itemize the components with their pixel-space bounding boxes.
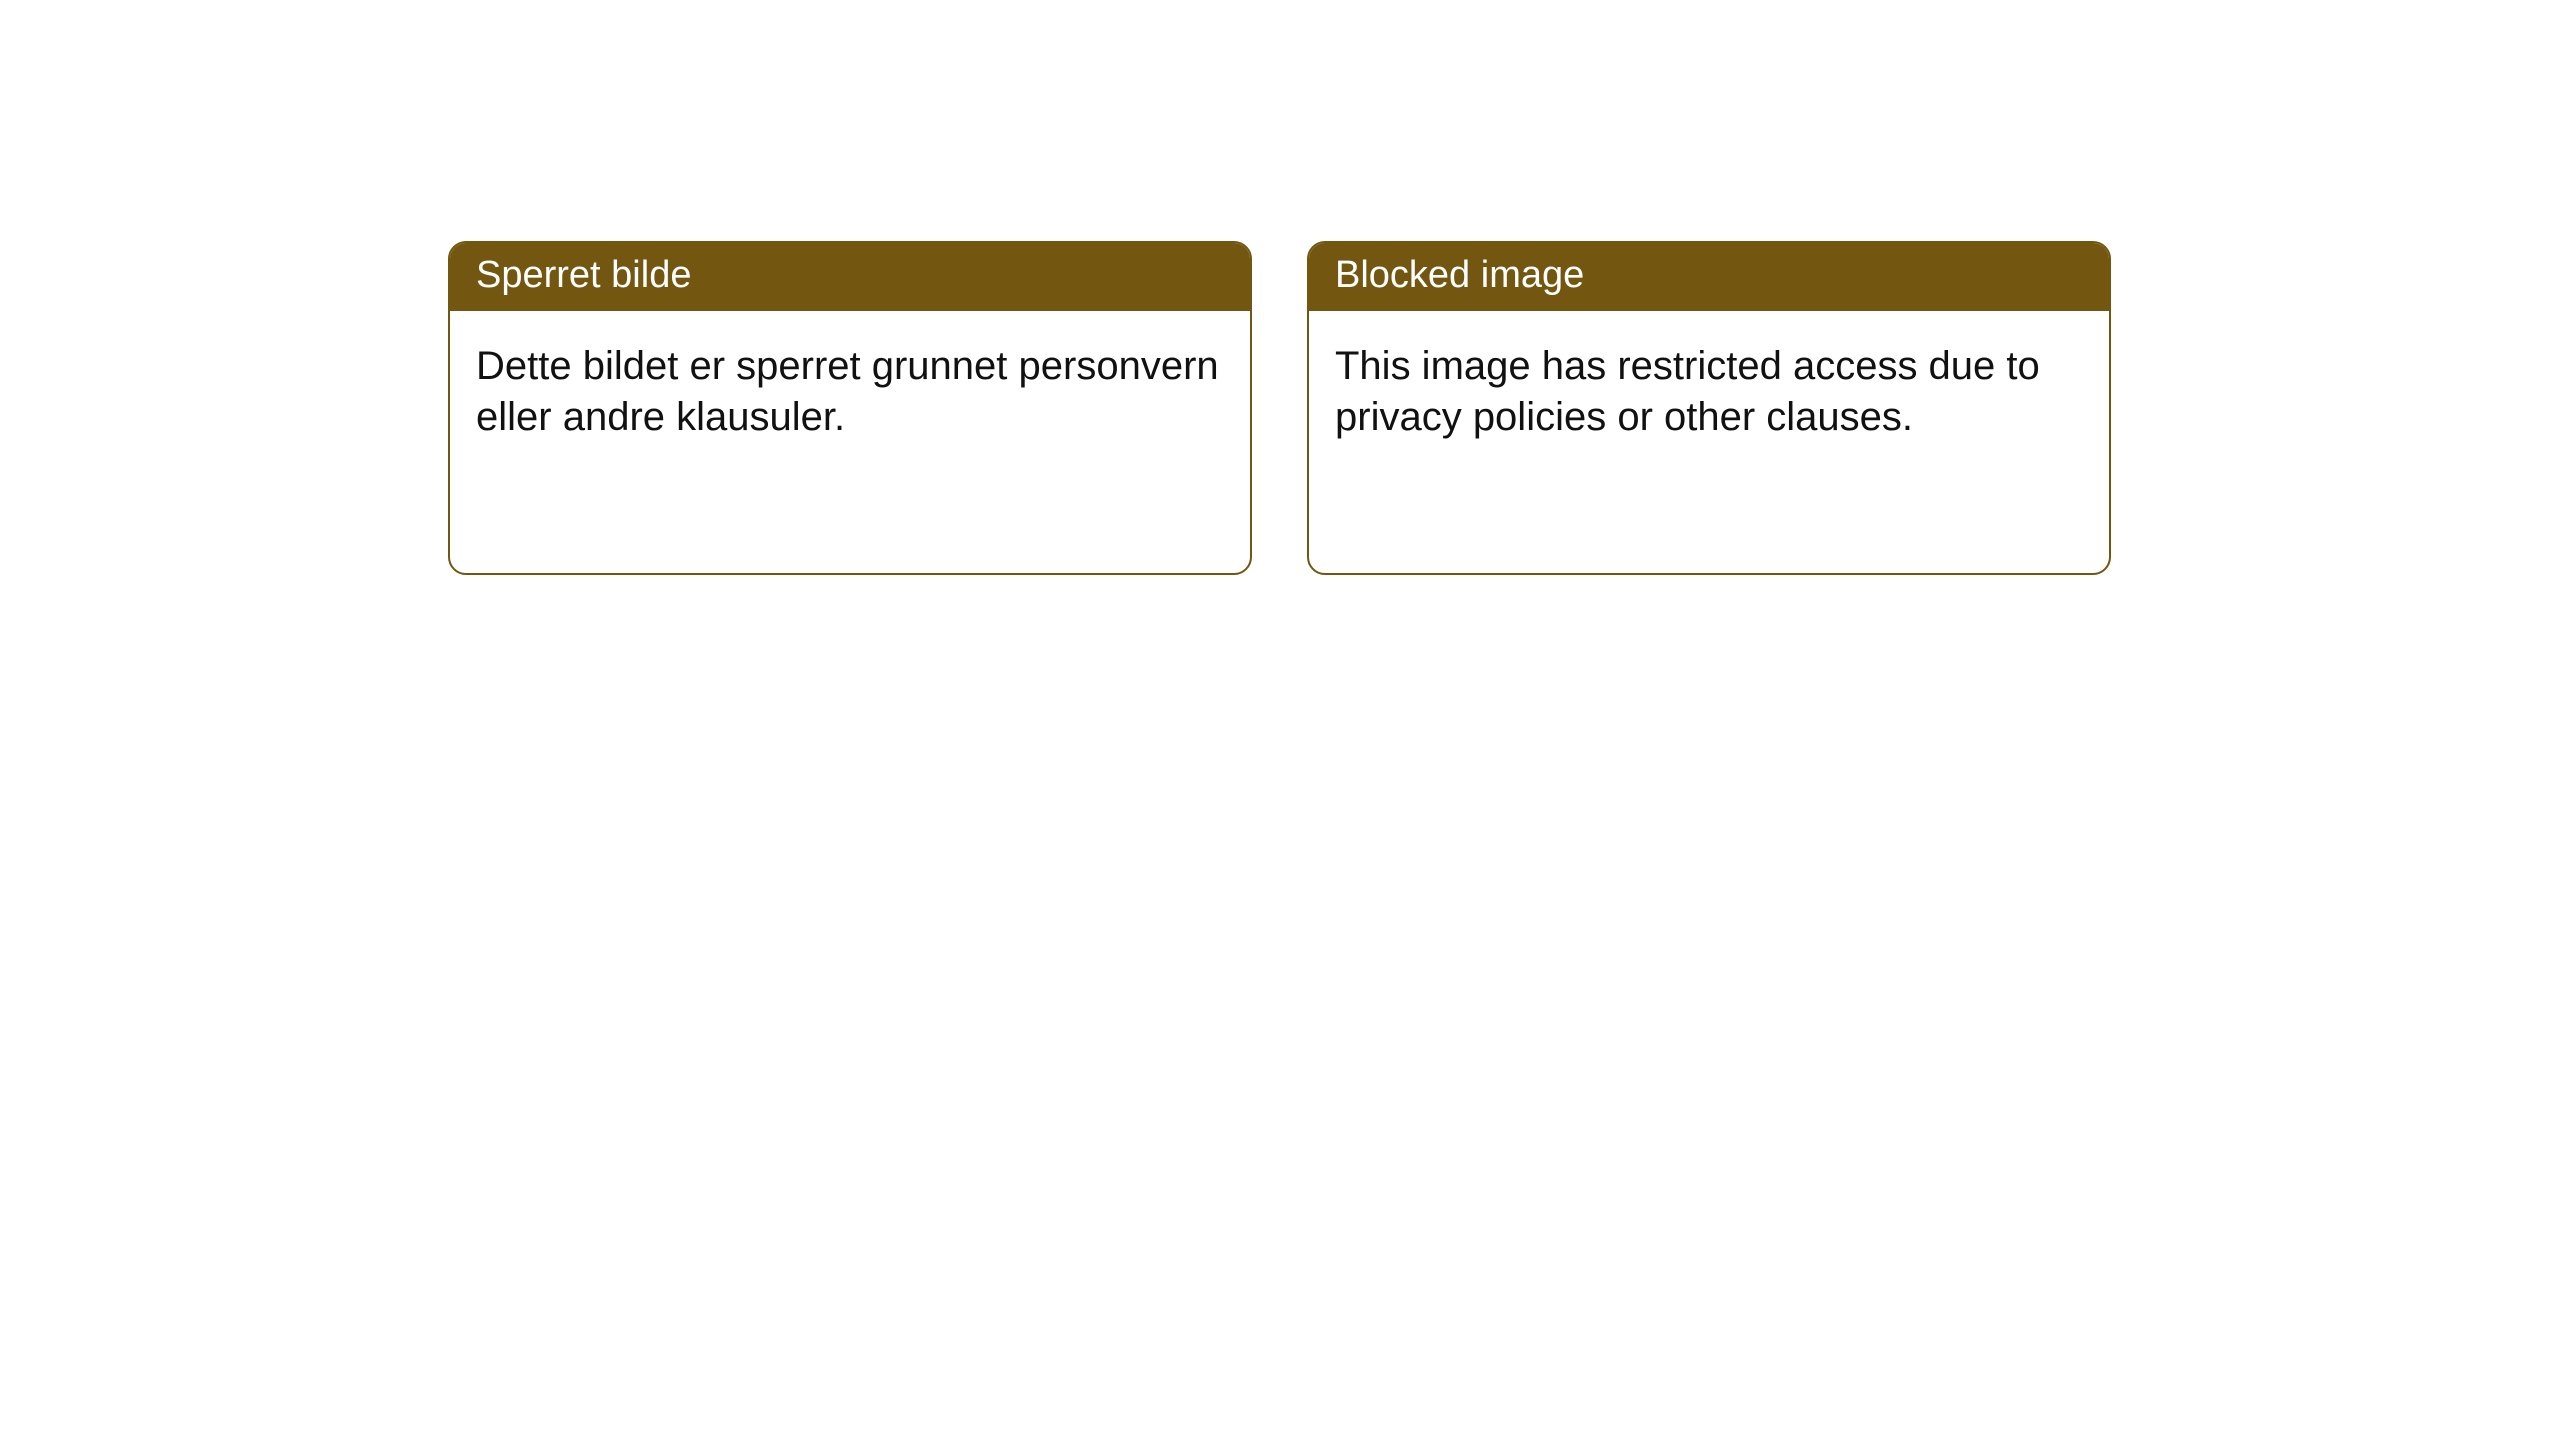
card-title-en: Blocked image [1335,254,1584,296]
card-title-no: Sperret bilde [476,254,691,296]
card-header-no: Sperret bilde [450,243,1250,311]
card-body-no: Dette bildet er sperret grunnet personve… [450,311,1250,469]
card-header-en: Blocked image [1309,243,2109,311]
page-canvas: Sperret bilde Dette bildet er sperret gr… [0,0,2560,1440]
blocked-image-card-en: Blocked image This image has restricted … [1307,241,2111,575]
card-message-no: Dette bildet er sperret grunnet personve… [476,344,1219,439]
card-body-en: This image has restricted access due to … [1309,311,2109,469]
card-message-en: This image has restricted access due to … [1335,344,2040,439]
blocked-image-card-no: Sperret bilde Dette bildet er sperret gr… [448,241,1252,575]
